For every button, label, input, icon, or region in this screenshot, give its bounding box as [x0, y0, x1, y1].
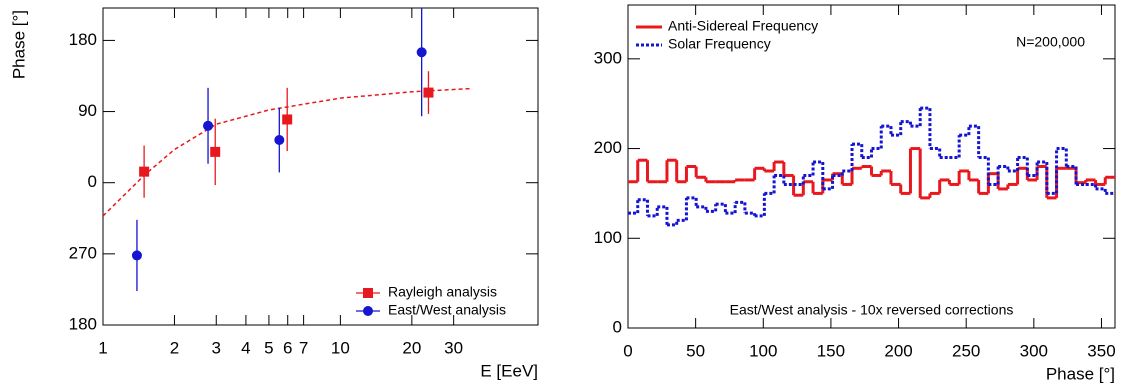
x-tick-label: 250 [952, 341, 980, 360]
marker [282, 114, 293, 125]
marker [274, 135, 285, 146]
x-axis-label: E [EeV] [480, 361, 538, 380]
x-tick-label: 20 [402, 338, 421, 357]
x-tick-label: 350 [1087, 341, 1115, 360]
plot-frame [627, 4, 1116, 329]
marker [416, 47, 427, 58]
x-tick-label: 7 [299, 338, 308, 357]
legend-label: East/West analysis [388, 302, 506, 318]
x-tick-label: 5 [264, 338, 273, 357]
legend-label: Anti-Sidereal Frequency [668, 18, 818, 34]
x-tick-label: 0 [623, 341, 632, 360]
x-tick-label: 1 [98, 338, 107, 357]
y-tick-label: 0 [88, 172, 97, 191]
y-tick-label: 270 [69, 243, 97, 262]
y-tick-label: 200 [594, 138, 622, 157]
annotation: N=200,000 [1016, 34, 1085, 50]
marker [363, 288, 373, 298]
marker [210, 146, 221, 157]
fit-curve [103, 87, 470, 217]
y-tick-label: 100 [594, 228, 622, 247]
x-tick-label: 200 [884, 341, 912, 360]
x-tick-label: 100 [749, 341, 777, 360]
legend-label: Rayleigh analysis [388, 284, 497, 300]
y-axis-label: Phase [°] [9, 10, 28, 79]
marker [131, 250, 142, 261]
x-tick-label: 10 [331, 338, 350, 357]
annotation: East/West analysis - 10x reversed correc… [730, 302, 1014, 318]
x-tick-label: 3 [212, 338, 221, 357]
marker [203, 120, 214, 131]
x-tick-label: 300 [1020, 341, 1048, 360]
x-tick-label: 50 [686, 341, 705, 360]
x-tick-label: 2 [170, 338, 179, 357]
y-tick-label: 90 [78, 101, 97, 120]
y-tick-label: 180 [69, 314, 97, 333]
y-tick-label: 180 [69, 30, 97, 49]
plot-area [103, 8, 470, 292]
y-tick-label: 300 [594, 48, 622, 67]
marker [423, 87, 434, 98]
panel: 0 50 100 150 200 250 300 350 0 100 200 300 Phase [°]… [594, 4, 1116, 383]
x-tick-label: 4 [241, 338, 250, 357]
x-tick-label: 6 [283, 338, 292, 357]
plot-area [628, 106, 1115, 227]
legend-label: Solar Frequency [668, 36, 771, 52]
panel: 1 2 3 4 5 6 7 10 20 30 180 270 0 90 180 E [EeV] Phase [°… [9, 7, 539, 380]
x-tick-label: 150 [817, 341, 845, 360]
plot-frame [102, 7, 539, 326]
marker [139, 166, 150, 177]
x-tick-label: 30 [444, 338, 463, 357]
x-axis-label: Phase [°] [1046, 364, 1115, 383]
y-tick-label: 0 [613, 317, 622, 336]
marker [363, 306, 373, 316]
